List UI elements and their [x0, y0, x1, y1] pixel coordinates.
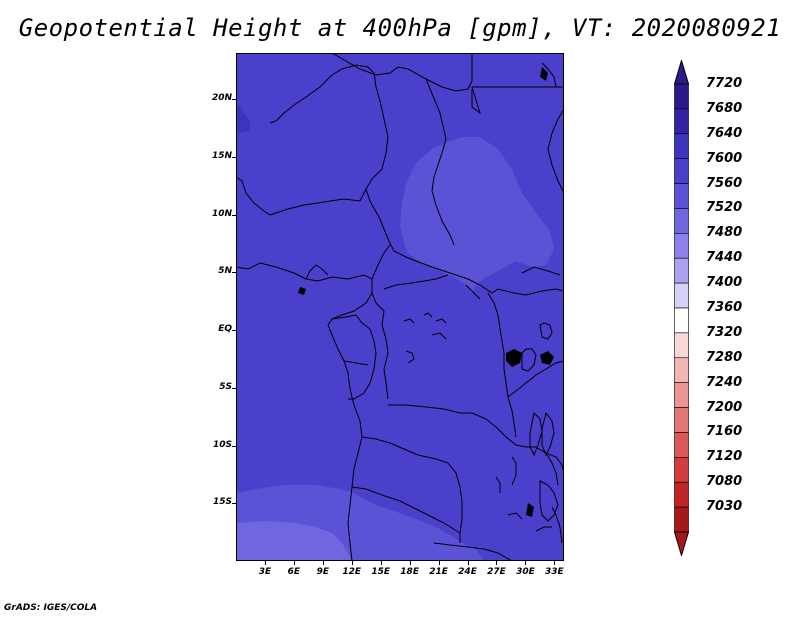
colorbar-swatch [674, 83, 689, 110]
y-tick-label: 5S [219, 381, 232, 392]
map-title: Geopotential Height at 400hPa [gpm], VT:… [18, 14, 782, 42]
y-tick-mark [232, 99, 236, 101]
y-tick-mark [232, 156, 236, 158]
colorbar-swatch [674, 183, 689, 209]
colorbar-swatch [674, 332, 689, 359]
x-tick-label: 18E [400, 567, 419, 577]
y-tick-mark [232, 503, 236, 505]
y-tick-label: 15S [212, 497, 232, 508]
colorbar-swatch [674, 257, 689, 284]
x-tick-label: 6E [287, 567, 301, 577]
height-field-7520-south [236, 521, 352, 561]
colorbar-label: 7520 [706, 200, 743, 216]
x-tick-mark [438, 561, 440, 565]
y-tick-label: 15N [211, 150, 232, 161]
x-tick-mark [351, 561, 353, 565]
y-tick-label: 20N [211, 93, 232, 104]
colorbar-label: 7600 [706, 150, 743, 166]
colorbar-label: 7640 [706, 125, 743, 141]
x-tick-label: 27E [487, 567, 506, 577]
y-tick-mark [232, 330, 236, 332]
colorbar-label: 7560 [706, 175, 743, 191]
colorbar-swatch [674, 357, 689, 383]
colorbar-label: 7160 [706, 424, 743, 440]
colorbar-top-arrow [674, 60, 689, 85]
colorbar-swatch [674, 208, 689, 234]
x-tick-label: 15E [371, 567, 391, 577]
y-tick-mark [232, 445, 236, 447]
coastlines-borders [236, 53, 564, 561]
colorbar-label: 7120 [706, 449, 743, 465]
y-tick-label: 10N [211, 208, 232, 219]
colorbar-label: 7320 [706, 324, 743, 340]
colorbar-label: 7440 [706, 250, 743, 266]
y-tick-mark [232, 214, 236, 216]
x-tick-mark [264, 561, 266, 565]
x-tick-mark [380, 561, 382, 565]
y-tick-label: 10S [212, 439, 232, 450]
colorbar-bottom-arrow [674, 531, 689, 556]
x-tick-mark [322, 561, 324, 565]
map-border [236, 53, 564, 561]
colorbar-label: 7240 [706, 374, 743, 390]
x-tick-label: 30E [516, 567, 535, 577]
colorbar-swatch [674, 282, 689, 309]
colorbar-swatch [674, 432, 689, 458]
y-tick-mark [232, 272, 236, 274]
x-tick-label: 33E [545, 567, 564, 577]
colorbar-label: 7360 [706, 300, 743, 315]
colorbar-swatch [674, 158, 689, 184]
x-tick-mark [525, 561, 527, 565]
colorbar-label: 7030 [706, 499, 743, 515]
colorbar-swatch [674, 307, 689, 334]
x-tick-mark [554, 561, 556, 565]
colorbar-label: 7400 [706, 275, 743, 291]
colorbar-swatch [674, 133, 689, 159]
x-tick-mark [496, 561, 498, 565]
colorbar-label: 7680 [706, 100, 743, 116]
colorbar-label: 7480 [706, 225, 743, 241]
y-tick-label: EQ [218, 324, 232, 335]
x-tick-label: 21E [429, 567, 448, 577]
map-plot [236, 53, 564, 561]
colorbar-swatch [674, 233, 689, 259]
x-tick-label: 24E [458, 567, 477, 577]
height-field-7600 [236, 53, 564, 561]
colorbar-swatch [674, 382, 689, 408]
colorbar-label: 7280 [706, 349, 743, 365]
map-frame [236, 53, 564, 561]
x-tick-label: 12E [342, 567, 362, 577]
colorbar-swatch [674, 407, 689, 433]
height-field-7560-tongue [400, 137, 554, 293]
x-tick-mark [409, 561, 411, 565]
colorbar-label: 7720 [706, 76, 743, 91]
x-tick-mark [467, 561, 469, 565]
credit-text: GrADS: IGES/COLA [4, 603, 98, 613]
colorbar-swatch [674, 506, 689, 533]
height-field-7640-patch [236, 105, 250, 133]
x-tick-label: 9E [316, 567, 330, 577]
lakes [298, 67, 554, 517]
x-tick-mark [293, 561, 295, 565]
colorbar-swatch [674, 481, 689, 508]
colorbar-swatch [674, 108, 689, 135]
colorbar-swatch [674, 457, 689, 483]
colorbar-label: 7200 [706, 399, 743, 415]
x-tick-label: 3E [258, 567, 272, 577]
colorbar [674, 60, 689, 556]
colorbar-label: 7080 [706, 474, 743, 490]
y-tick-mark [232, 387, 236, 389]
y-tick-label: 5N [218, 266, 232, 277]
